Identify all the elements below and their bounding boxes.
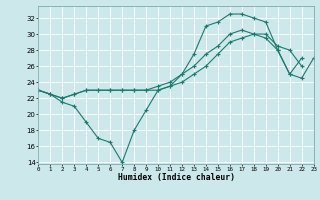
X-axis label: Humidex (Indice chaleur): Humidex (Indice chaleur) <box>117 173 235 182</box>
